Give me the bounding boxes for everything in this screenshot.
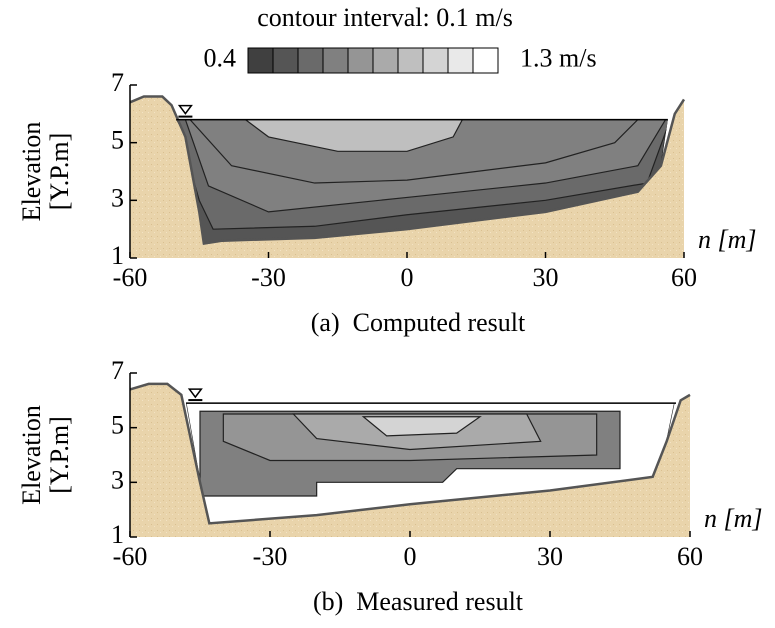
caption: (b) Measured result xyxy=(313,587,524,616)
y-tick-label: 1 xyxy=(111,241,124,270)
y-axis-label: [Y.P.m] xyxy=(45,416,74,494)
riverbed-line xyxy=(129,382,691,525)
x-tick-label: -60 xyxy=(113,542,148,571)
colorbar-label: 1.3 m/s xyxy=(520,43,597,72)
x-axis-label: n [m] xyxy=(698,225,757,254)
y-tick-label: 1 xyxy=(111,520,124,549)
colorbar-cell xyxy=(247,47,274,74)
colorbar-cell xyxy=(372,47,399,74)
colorbar-cell xyxy=(297,47,324,74)
terrain xyxy=(130,96,684,259)
colorbar-label: 0.4 xyxy=(204,43,237,72)
contour-band xyxy=(361,416,482,437)
caption: (a) Computed result xyxy=(311,308,526,337)
colorbar-cell xyxy=(422,47,449,74)
water-level-marker xyxy=(187,388,203,399)
y-tick-label: 7 xyxy=(111,68,124,97)
y-axis-label: Elevation xyxy=(17,122,46,222)
colorbar-cell xyxy=(347,47,374,74)
x-axis-label: n [m] xyxy=(704,504,763,533)
x-tick-label: 0 xyxy=(401,263,414,292)
colorbar-title: contour interval: 0.1 m/s xyxy=(257,3,513,32)
y-tick-label: 5 xyxy=(111,126,124,155)
y-axis-label: [Y.P.m] xyxy=(45,133,74,211)
riverbed-line xyxy=(129,95,686,246)
velocity-contours xyxy=(186,403,675,524)
x-tick-label: 60 xyxy=(677,542,703,571)
y-tick-label: 5 xyxy=(111,411,124,440)
water-level-marker xyxy=(177,104,193,115)
x-tick-label: 60 xyxy=(671,263,697,292)
y-axis-label: Elevation xyxy=(17,405,46,505)
y-tick-label: 3 xyxy=(111,465,124,494)
y-tick-label: 3 xyxy=(111,183,124,212)
x-tick-label: -30 xyxy=(253,542,288,571)
terrain xyxy=(130,383,690,537)
colorbar-cell xyxy=(397,47,424,74)
colorbar-cell xyxy=(472,47,499,74)
colorbar-cell xyxy=(272,47,299,74)
x-tick-label: -60 xyxy=(113,263,148,292)
x-tick-label: 30 xyxy=(533,263,559,292)
x-tick-label: 0 xyxy=(404,542,417,571)
x-tick-label: -30 xyxy=(251,263,286,292)
velocity-contours xyxy=(176,119,668,244)
colorbar-cell xyxy=(447,47,474,74)
contour-band xyxy=(243,119,464,152)
x-tick-label: 30 xyxy=(537,542,563,571)
y-tick-label: 7 xyxy=(111,356,124,385)
colorbar-cell xyxy=(322,47,349,74)
